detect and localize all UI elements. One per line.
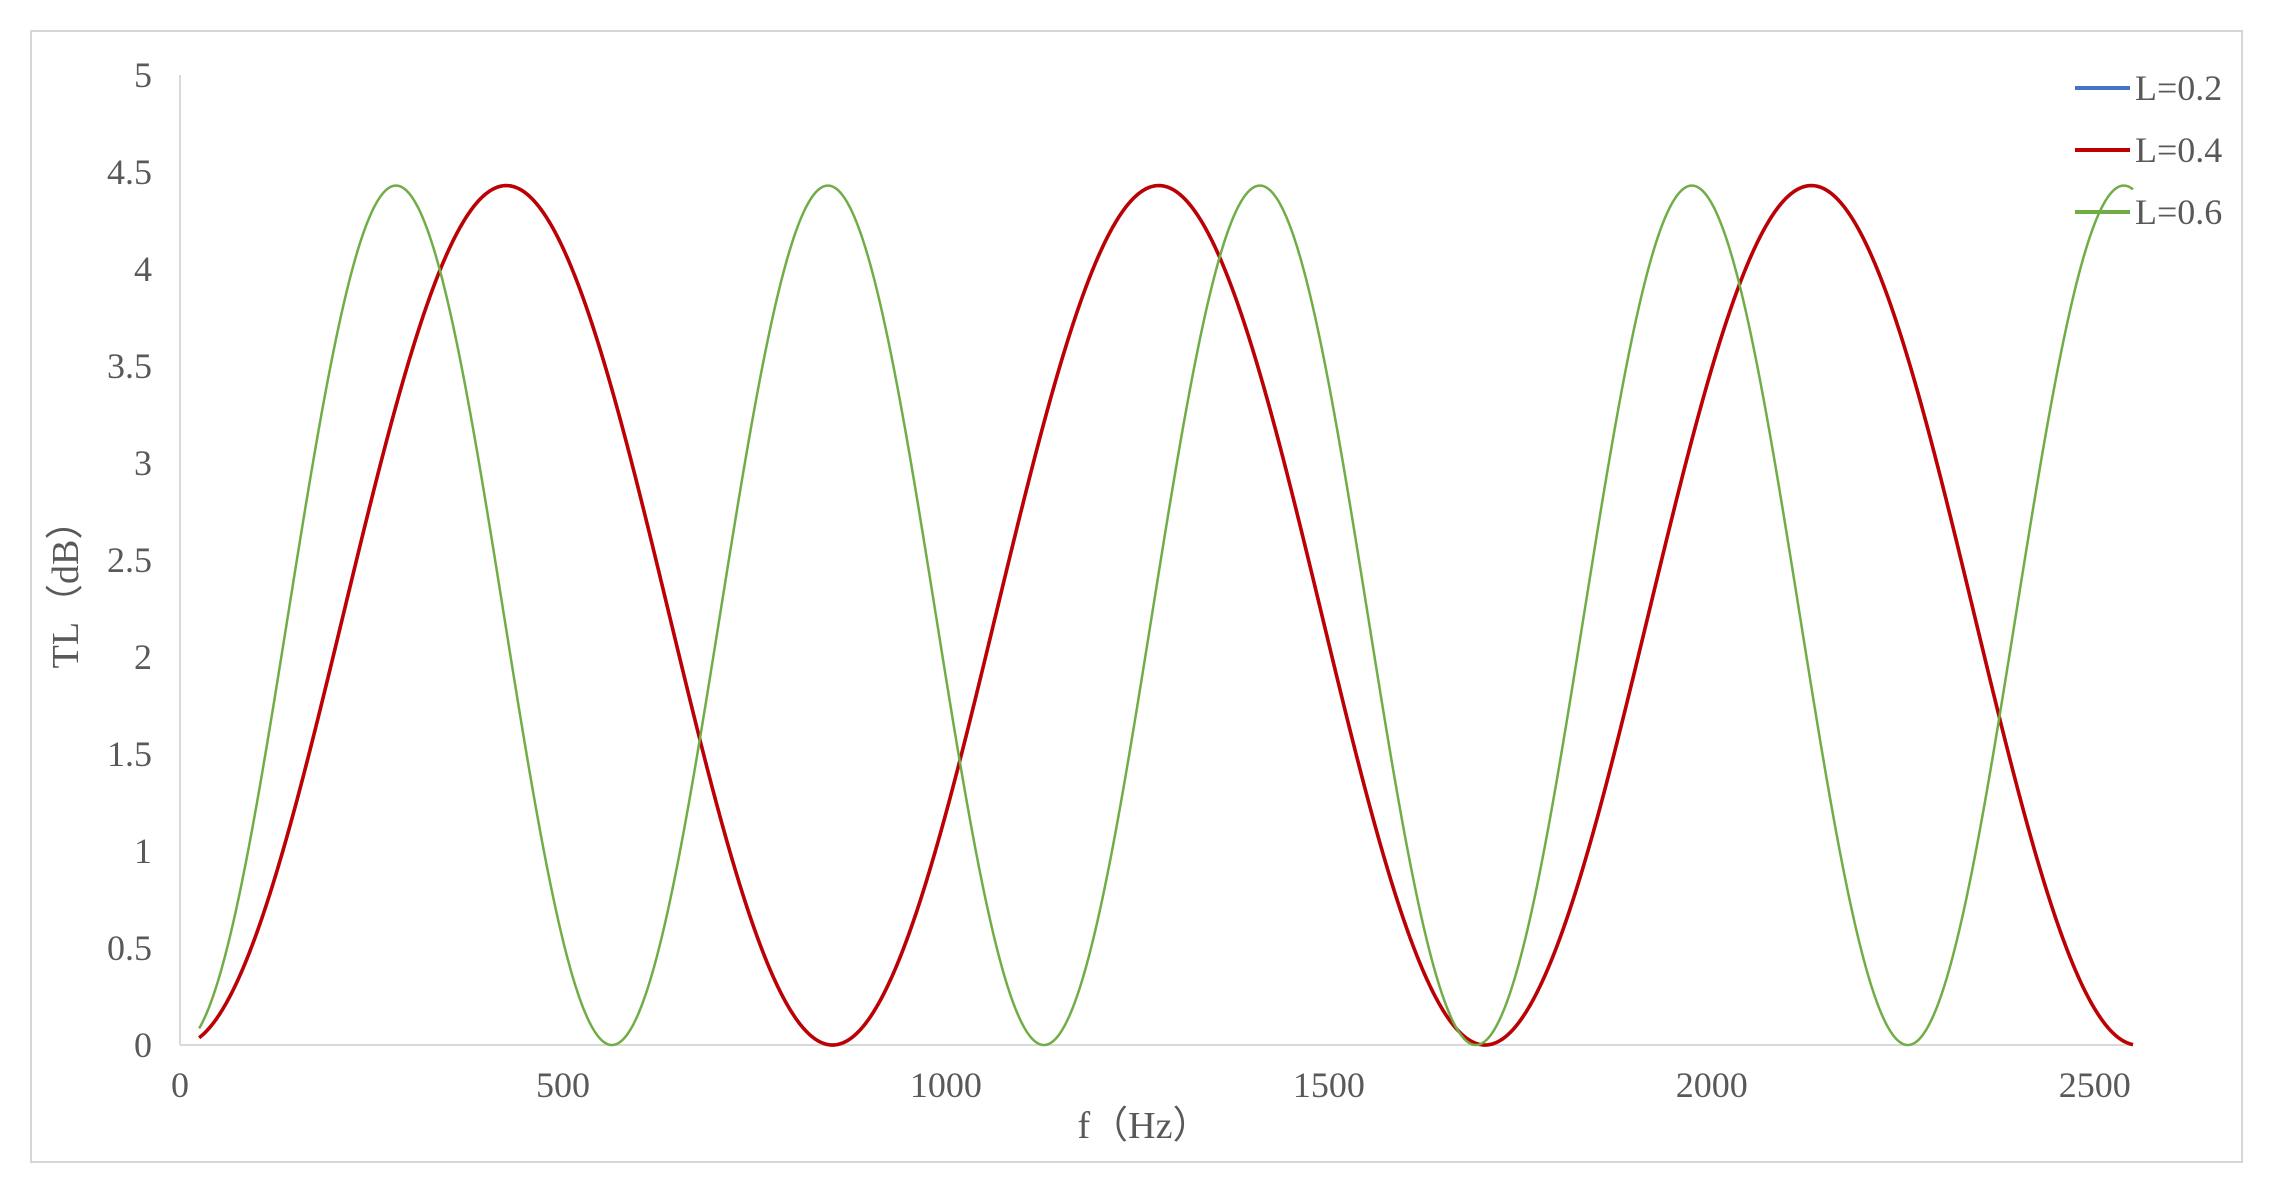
legend-label: L=0.6 [2135, 192, 2222, 232]
series-line-l-0-6 [198, 184, 2134, 1047]
x-tick-label: 1000 [910, 1065, 982, 1105]
y-tick-label: 2 [134, 637, 152, 677]
y-tick-label: 4.5 [107, 152, 152, 192]
y-tick-label: 1.5 [107, 734, 152, 774]
y-tick-label: 4 [134, 249, 152, 289]
legend-label: L=0.2 [2135, 68, 2222, 108]
series-lines [198, 183, 2134, 1047]
y-tick-labels: 0 0.5 1 1.5 2 2.5 3 3.5 4 4.5 5 [107, 55, 152, 1065]
y-axis-title: TL（dB） [45, 502, 87, 669]
x-tick-label: 2500 [2059, 1065, 2131, 1105]
chart-frame [30, 30, 2243, 1163]
y-tick-label: 5 [134, 55, 152, 95]
axes [179, 75, 2133, 1046]
x-tick-label: 500 [536, 1065, 590, 1105]
y-tick-label: 0 [134, 1025, 152, 1065]
x-tick-labels: 0 500 1000 1500 2000 2500 [171, 1065, 2131, 1105]
legend: L=0.2 L=0.4 L=0.6 [2075, 68, 2222, 232]
x-tick-label: 0 [171, 1065, 189, 1105]
y-tick-label: 2.5 [107, 540, 152, 580]
x-tick-label: 2000 [1676, 1065, 1748, 1105]
y-tick-label: 1 [134, 831, 152, 871]
series-line-l-0-4 [198, 183, 2134, 1047]
y-tick-label: 3 [134, 443, 152, 483]
y-tick-label: 3.5 [107, 346, 152, 386]
legend-label: L=0.4 [2135, 130, 2222, 170]
x-axis-title: f（Hz） [1078, 1105, 1211, 1147]
series-line-l-0-2 [198, 183, 2134, 1047]
x-tick-label: 1500 [1293, 1065, 1365, 1105]
y-tick-label: 0.5 [107, 928, 152, 968]
